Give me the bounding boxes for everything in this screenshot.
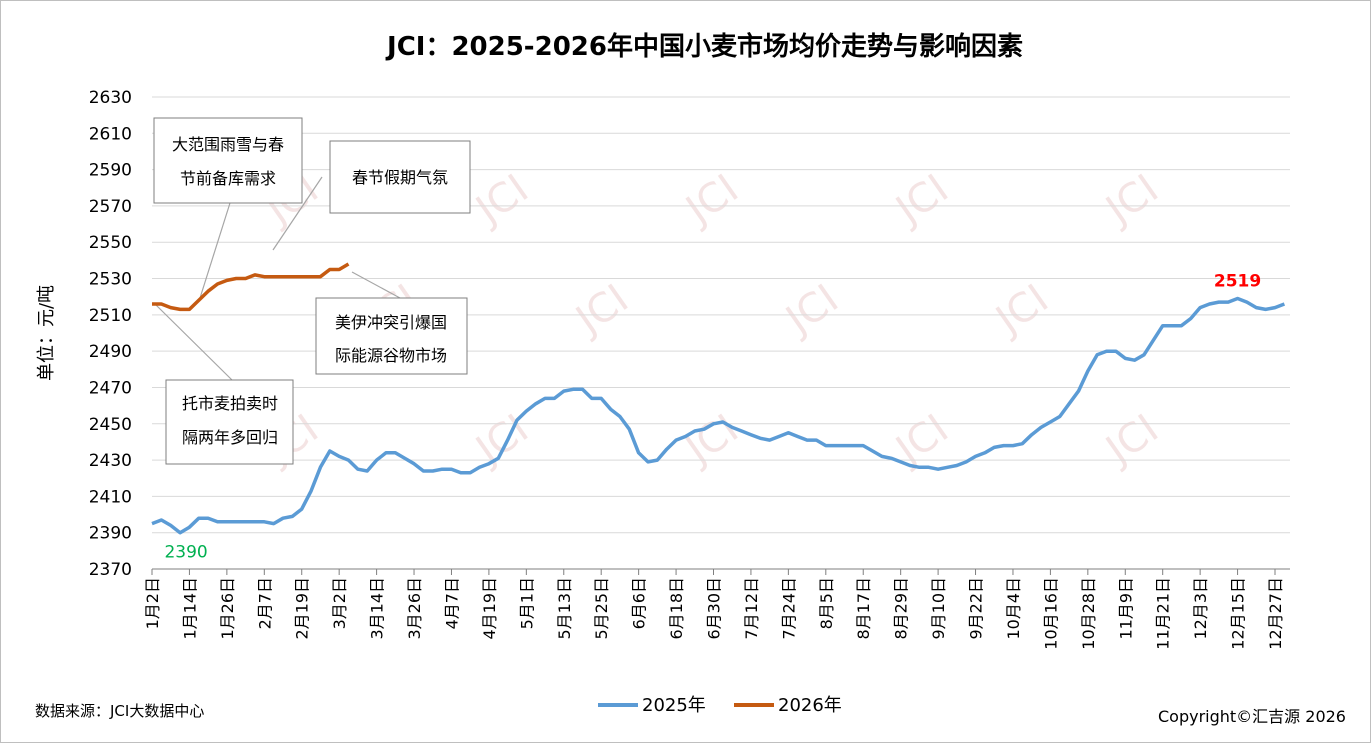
annotation-text: 节前备库需求 bbox=[180, 169, 276, 188]
annotation: 美伊冲突引爆国 际能源谷物市场 bbox=[315, 297, 468, 375]
y-tick-label: 2570 bbox=[89, 197, 132, 217]
legend-label: 2026年 bbox=[778, 695, 842, 716]
annotation: 托市麦拍卖时 隔两年多回归 bbox=[165, 379, 294, 465]
leader-line bbox=[199, 202, 231, 299]
x-tick-label: 8月17日 bbox=[854, 577, 873, 640]
x-tick-label: 3月14日 bbox=[368, 577, 387, 640]
y-tick-label: 2610 bbox=[89, 124, 132, 144]
source: 数据来源：JCI大数据中心 bbox=[35, 702, 204, 720]
y-tick-label: 2370 bbox=[89, 560, 132, 580]
y-tick-label: 2490 bbox=[89, 342, 132, 362]
annotation: 春节假期气氛 bbox=[329, 140, 471, 214]
x-tick-label: 1月14日 bbox=[180, 577, 199, 640]
y-tick-label: 2630 bbox=[89, 88, 132, 108]
annotation-text: 隔两年多回归 bbox=[182, 428, 278, 447]
x-tick-label: 10月28日 bbox=[1079, 577, 1098, 650]
y-tick-label: 2590 bbox=[89, 161, 132, 181]
x-tick-label: 4月19日 bbox=[480, 577, 499, 640]
plot bbox=[151, 262, 1286, 535]
x-tick-label: 2月19日 bbox=[293, 577, 312, 640]
copyright: Copyright©汇吉源 2026 bbox=[1158, 707, 1346, 726]
y-tick-label: 2450 bbox=[89, 415, 132, 435]
annotation-text: 托市麦拍卖时 bbox=[182, 394, 278, 413]
x-tick-label: 12月27日 bbox=[1266, 577, 1285, 650]
y-tick-label: 2470 bbox=[89, 378, 132, 398]
x-tick-label: 5月25日 bbox=[592, 577, 611, 640]
x-tick-label: 7月12日 bbox=[742, 577, 761, 640]
x-tick-label: 11月21日 bbox=[1154, 577, 1173, 650]
x-tick-label: 3月26日 bbox=[405, 577, 424, 640]
x-tick-label: 9月10日 bbox=[929, 577, 948, 640]
series-line bbox=[152, 262, 350, 312]
y-tick-label: 2530 bbox=[89, 270, 132, 290]
x-tick-label: 3月2日 bbox=[330, 577, 349, 629]
leader-line bbox=[155, 304, 233, 381]
series-line bbox=[151, 296, 1286, 535]
leader-line bbox=[351, 271, 401, 299]
annotation-text: 际能源谷物市场 bbox=[335, 346, 447, 365]
x-tick-label: 9月22日 bbox=[967, 577, 986, 640]
leader-line bbox=[272, 176, 323, 251]
x-tick-label: 5月1日 bbox=[517, 577, 536, 629]
x-tick-label: 4月7日 bbox=[442, 577, 461, 629]
x-tick-label: 12月3日 bbox=[1191, 577, 1210, 640]
x-tick-label: 1月26日 bbox=[218, 577, 237, 640]
x-tick-label: 8月5日 bbox=[817, 577, 836, 629]
x-tick-label: 5月13日 bbox=[555, 577, 574, 640]
x-tick-label: 10月4日 bbox=[1004, 577, 1023, 640]
x-tick-label: 12月15日 bbox=[1229, 577, 1248, 650]
x-tick-label: 2月7日 bbox=[255, 577, 274, 629]
chart-title: JCI：2025-2026年中国小麦市场均价走势与影响因素 bbox=[385, 31, 1023, 62]
x-tick-label: 6月30日 bbox=[705, 577, 724, 640]
y-tick-label: 2390 bbox=[89, 524, 132, 544]
annotation-text: 大范围雨雪与春 bbox=[172, 135, 284, 154]
x-tick-label: 8月29日 bbox=[892, 577, 911, 640]
y-tick-label: 2550 bbox=[89, 233, 132, 253]
y-tick-label: 2430 bbox=[89, 451, 132, 471]
x-tick-label: 11月9日 bbox=[1116, 577, 1135, 640]
y-tick-label: 2510 bbox=[89, 306, 132, 326]
x-tick-label: 6月18日 bbox=[667, 577, 686, 640]
x-tick-label: 10月16日 bbox=[1041, 577, 1060, 650]
data-label: 2390 bbox=[164, 543, 207, 563]
y-tick-label: 2410 bbox=[89, 487, 132, 507]
y-axis-title: 单位：元/吨 bbox=[36, 285, 57, 381]
x-tick-label: 6月6日 bbox=[630, 577, 649, 629]
x-tick-label: 7月24日 bbox=[779, 577, 798, 640]
annotation-text: 春节假期气氛 bbox=[352, 168, 448, 187]
legend-label: 2025年 bbox=[642, 695, 706, 716]
annotation: 大范围雨雪与春 节前备库需求 bbox=[153, 117, 303, 204]
data-label: 2519 bbox=[1214, 272, 1261, 292]
x-tick-label: 1月2日 bbox=[143, 577, 162, 629]
annotation-text: 美伊冲突引爆国 bbox=[335, 313, 447, 332]
